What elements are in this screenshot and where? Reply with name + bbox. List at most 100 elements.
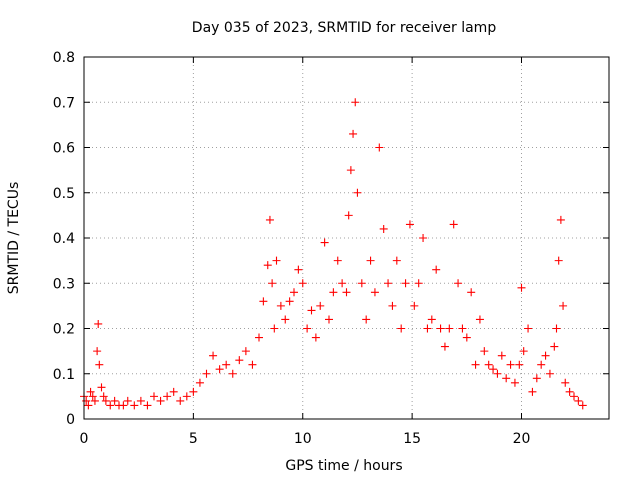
- data-point: [290, 288, 298, 297]
- data-point: [484, 360, 493, 369]
- data-point: [235, 356, 244, 365]
- data-point: [202, 369, 211, 378]
- data-point: [119, 401, 128, 410]
- data-point: [95, 360, 104, 369]
- data-point: [462, 333, 471, 342]
- y-axis-label: SRMTID / TECUs: [6, 182, 22, 295]
- data-point: [346, 166, 355, 175]
- data-point: [136, 396, 145, 405]
- data-point: [550, 342, 559, 351]
- data-point: [427, 315, 436, 324]
- data-point: [565, 387, 574, 396]
- data-point: [475, 315, 484, 324]
- data-point: [552, 324, 561, 333]
- data-point: [353, 188, 362, 197]
- data-point: [333, 256, 342, 265]
- data-point: [528, 387, 537, 396]
- data-point: [405, 220, 414, 229]
- data-point: [556, 215, 565, 224]
- data-point: [255, 333, 263, 342]
- data-point: [195, 378, 204, 387]
- data-point: [342, 288, 351, 297]
- data-point: [410, 301, 419, 310]
- data-point: [344, 211, 353, 220]
- data-point: [189, 387, 198, 396]
- data-point: [561, 378, 570, 387]
- data-point: [375, 143, 384, 152]
- data-point: [143, 401, 152, 410]
- data-point: [215, 365, 224, 374]
- data-point: [524, 324, 533, 333]
- data-point: [150, 392, 158, 401]
- data-point: [259, 297, 268, 306]
- data-point: [106, 401, 115, 410]
- x-tick-label: 20: [513, 431, 531, 447]
- data-point: [228, 369, 237, 378]
- data-point: [480, 347, 489, 356]
- data-point: [537, 360, 546, 369]
- data-point: [554, 256, 563, 265]
- data-point: [497, 351, 506, 360]
- data-point: [298, 279, 307, 288]
- data-point: [502, 374, 511, 383]
- y-tick-label: 0.4: [53, 231, 75, 247]
- data-point: [123, 396, 132, 405]
- x-tick-label: 15: [403, 431, 421, 447]
- data-point: [248, 360, 257, 369]
- y-tick-label: 0.5: [53, 186, 75, 202]
- data-point: [445, 324, 454, 333]
- data-point: [388, 301, 397, 310]
- data-point: [307, 306, 316, 315]
- data-point: [101, 396, 110, 405]
- data-point: [401, 279, 410, 288]
- data-point: [303, 324, 312, 333]
- data-point: [209, 351, 218, 360]
- data-point: [97, 383, 106, 392]
- y-tick-label: 0.3: [53, 276, 75, 292]
- y-tick-label: 0.8: [53, 50, 75, 66]
- chart-title: Day 035 of 2023, SRMTID for receiver lam…: [192, 20, 497, 36]
- y-tick-label: 0.6: [53, 141, 75, 157]
- grid: [84, 57, 609, 419]
- data-point: [169, 387, 178, 396]
- data-point: [517, 283, 526, 292]
- data-point: [163, 392, 172, 401]
- data-point: [515, 360, 524, 369]
- data-point: [156, 396, 165, 405]
- y-tick-label: 0.2: [53, 322, 75, 338]
- data-point: [130, 401, 139, 410]
- data-point: [357, 279, 366, 288]
- data-point: [294, 265, 303, 274]
- data-point: [94, 319, 103, 328]
- data-points: [80, 98, 587, 410]
- data-point: [397, 324, 406, 333]
- data-point: [423, 324, 432, 333]
- y-tick-label: 0: [66, 412, 75, 428]
- data-point: [311, 333, 320, 342]
- x-tick-label: 10: [294, 431, 312, 447]
- data-point: [84, 401, 93, 410]
- data-point: [182, 392, 191, 401]
- data-point: [325, 315, 333, 324]
- data-point: [285, 297, 294, 306]
- data-point: [263, 261, 272, 270]
- data-point: [392, 256, 401, 265]
- data-point: [93, 347, 102, 356]
- data-point: [440, 342, 449, 351]
- data-point: [110, 396, 119, 405]
- data-point: [90, 396, 99, 405]
- data-point: [578, 401, 587, 410]
- data-point: [265, 215, 274, 224]
- data-point: [532, 374, 541, 383]
- data-point: [316, 301, 325, 310]
- data-point: [454, 279, 463, 288]
- data-point: [436, 324, 445, 333]
- data-point: [449, 220, 458, 229]
- y-tick-label: 0.1: [53, 367, 75, 383]
- plot-frame: [83, 56, 610, 420]
- data-point: [570, 392, 578, 401]
- data-point: [222, 360, 231, 369]
- data-point: [545, 369, 554, 378]
- data-point: [414, 279, 423, 288]
